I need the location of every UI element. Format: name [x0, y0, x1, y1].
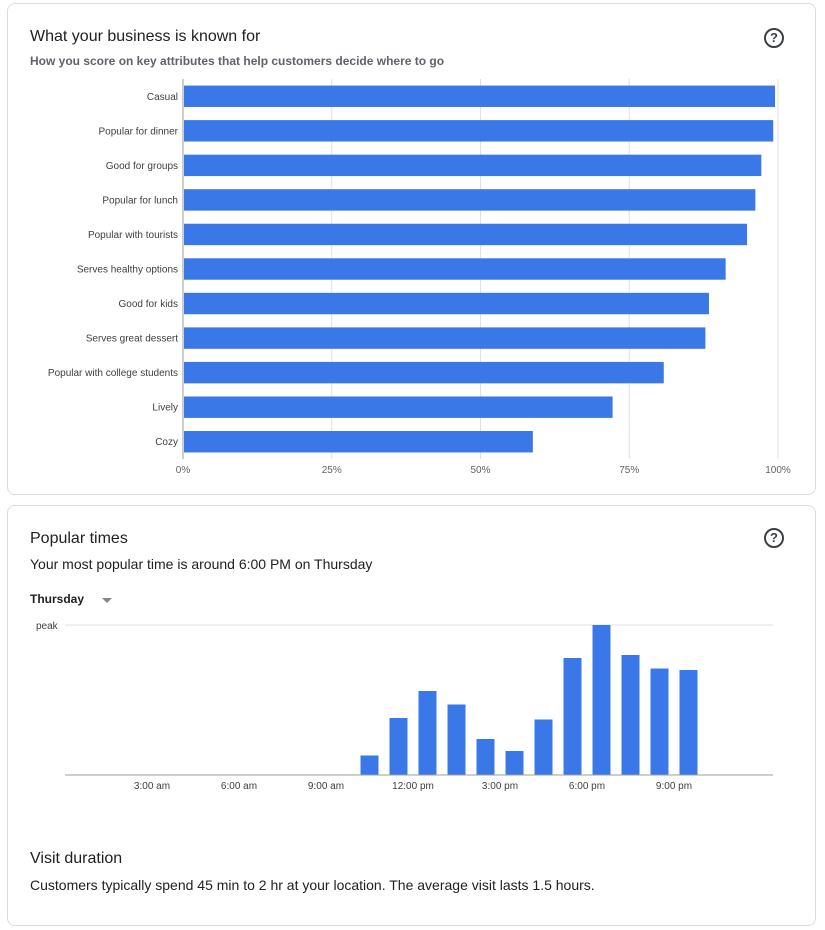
y-category-label: Casual — [147, 92, 178, 103]
x-tick-label: 9:00 am — [308, 781, 344, 792]
visit-duration-text: Customers typically spend 45 min to 2 hr… — [30, 877, 595, 893]
attribute-bar — [184, 189, 756, 211]
known-for-help-icon[interactable]: ? — [764, 28, 784, 48]
x-tick-label: 6:00 pm — [569, 781, 605, 792]
hour-bar — [476, 739, 495, 775]
y-category-label: Popular for lunch — [102, 195, 178, 206]
x-tick-label: 0% — [176, 465, 191, 476]
visit-duration-title: Visit duration — [30, 850, 123, 867]
hour-bar — [360, 755, 379, 775]
y-category-label: Popular with college students — [48, 368, 178, 379]
x-tick-label: 6:00 am — [221, 781, 257, 792]
hour-bar — [563, 658, 582, 775]
y-category-label: Good for groups — [106, 161, 178, 172]
attribute-bar — [184, 292, 709, 315]
hour-bar — [679, 670, 698, 775]
attribute-bar — [184, 396, 613, 418]
attribute-bar — [184, 120, 774, 142]
attribute-bar — [184, 223, 748, 246]
x-tick-label: 75% — [619, 465, 639, 476]
y-category-label: Serves great dessert — [86, 334, 178, 345]
day-select-dropdown[interactable]: Thursday — [30, 592, 113, 606]
x-tick-label: 3:00 am — [134, 781, 170, 792]
y-category-label: Popular for dinner — [99, 126, 179, 137]
popular-times-bar-chart: peak 3:00 am 6:00 am 9:00 am 12:00 pm 3:00 pm… — [36, 621, 773, 792]
hour-bar — [650, 668, 669, 775]
known-for-card: What your business is known for How you … — [7, 3, 816, 495]
known-for-subtitle: How you score on key attributes that hel… — [30, 54, 445, 68]
attribute-bar — [184, 154, 762, 177]
popular-times-summary: Your most popular time is around 6:00 PM… — [30, 556, 373, 572]
known-for-title: What your business is known for — [30, 28, 261, 45]
x-tick-label: 50% — [470, 465, 490, 476]
x-tick-label: 25% — [322, 465, 342, 476]
x-tick-label: 100% — [765, 465, 791, 476]
attribute-bar — [184, 327, 706, 349]
hour-bar — [447, 704, 466, 775]
x-tick-label: 3:00 pm — [482, 781, 518, 792]
attribute-bar — [184, 431, 533, 453]
y-category-label: Good for kids — [119, 299, 178, 310]
x-tick-label: 12:00 pm — [392, 781, 434, 792]
hour-bar — [592, 625, 611, 775]
attributes-bar-chart: 0% 25% 50% 75% 100% Casual Popular for dinner G… — [48, 79, 791, 476]
attribute-bar — [184, 258, 726, 280]
y-axis-label: peak — [36, 621, 59, 632]
day-select-value: Thursday — [30, 592, 85, 606]
hour-bar — [418, 691, 437, 775]
y-category-label: Serves healthy options — [77, 265, 178, 276]
chevron-down-icon — [102, 597, 113, 603]
y-category-label: Popular with tourists — [88, 230, 178, 241]
hour-bar — [389, 718, 408, 775]
attribute-bar — [184, 85, 776, 107]
hour-bar — [621, 655, 640, 775]
popular-times-title: Popular times — [30, 530, 128, 547]
popular-times-card: Popular times ? Your most popular time i… — [7, 505, 816, 926]
hour-bar — [534, 719, 553, 775]
attribute-bar — [184, 361, 664, 384]
y-category-label: Lively — [152, 403, 178, 414]
y-category-label: Cozy — [155, 437, 178, 448]
hour-bar — [505, 751, 524, 775]
popular-times-help-icon[interactable]: ? — [764, 528, 784, 548]
x-tick-label: 9:00 pm — [656, 781, 692, 792]
